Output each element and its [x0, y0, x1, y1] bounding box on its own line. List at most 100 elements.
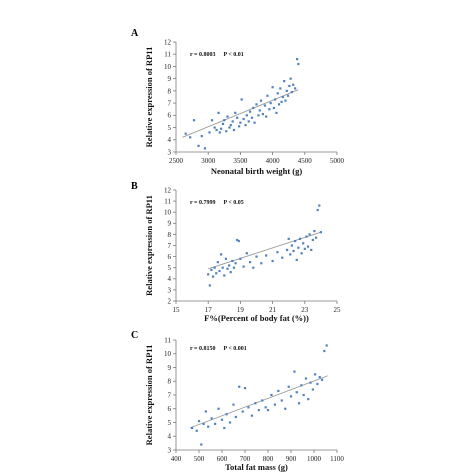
data-point: [295, 258, 298, 262]
data-point: [242, 117, 245, 121]
data-point: [297, 62, 300, 66]
data-point: [242, 265, 245, 268]
data-point: [284, 407, 287, 410]
x-tick-label: 600: [217, 455, 228, 463]
data-point: [270, 393, 273, 397]
data-point: [225, 130, 228, 133]
y-tick-label: 8: [168, 231, 172, 239]
data-point: [300, 384, 303, 387]
data-point: [254, 402, 257, 405]
data-point: [266, 94, 269, 97]
y-tick-label: 4: [168, 136, 172, 144]
y-axis-title: Relative expression of RP11: [144, 345, 154, 446]
data-point: [234, 111, 237, 114]
y-axis-title: Relative expression of RP11: [144, 195, 154, 296]
y-tick-label: 4: [168, 433, 172, 441]
data-point: [295, 391, 298, 394]
x-tick-label: 23: [301, 306, 309, 314]
data-point: [200, 443, 203, 446]
y-tick-label: 5: [168, 419, 172, 427]
data-point: [229, 124, 232, 127]
data-point: [271, 259, 274, 263]
data-point: [288, 84, 291, 88]
data-point: [214, 422, 217, 425]
x-tick-label: 2500: [169, 157, 184, 165]
data-point: [213, 266, 216, 269]
y-tick-label: 5: [168, 264, 172, 272]
trend-line: [182, 89, 299, 138]
x-axis-title: Neonatal birth weight (g): [211, 166, 303, 176]
data-point: [223, 426, 226, 430]
data-point: [308, 233, 311, 236]
data-point: [207, 273, 210, 276]
data-point: [303, 247, 306, 250]
data-point: [232, 266, 236, 269]
data-point: [237, 239, 240, 243]
data-point: [277, 103, 281, 106]
data-point: [260, 262, 263, 265]
data-point: [257, 409, 260, 412]
panel-letter: C: [131, 330, 138, 341]
y-tick-label: 10: [164, 209, 172, 217]
data-point: [314, 236, 318, 239]
data-point: [264, 406, 267, 409]
data-point: [197, 144, 200, 147]
data-point: [192, 119, 196, 122]
y-tick-label: 9: [168, 75, 172, 83]
chart-panel-c: C 3 4 5 6 7 8 9 10 11 400 500 600 700 800 900 1000 1100 To…: [131, 330, 344, 472]
y-tick-label: 7: [168, 242, 172, 250]
data-point: [191, 426, 194, 430]
x-tick-label: 4000: [266, 157, 281, 165]
data-point: [263, 104, 266, 107]
trend-line: [189, 375, 328, 429]
r-value: r = 0.7999: [190, 200, 215, 206]
data-point: [241, 410, 244, 413]
y-tick-label: 11: [164, 51, 171, 59]
data-point: [273, 403, 276, 406]
data-point: [225, 413, 228, 416]
data-point: [272, 106, 275, 110]
data-point: [221, 266, 224, 269]
data-point: [269, 102, 272, 105]
data-point: [210, 119, 214, 122]
data-point: [302, 393, 305, 397]
data-point: [219, 253, 223, 256]
data-point: [204, 410, 207, 413]
data-point: [310, 248, 313, 252]
x-tick-label: 4500: [298, 157, 313, 165]
data-point: [302, 242, 305, 245]
data-point: [265, 254, 268, 257]
data-point: [213, 126, 216, 129]
y-tick-label: 8: [168, 87, 172, 95]
data-point: [253, 121, 256, 124]
data-point: [276, 92, 279, 95]
data-point: [293, 370, 296, 373]
data-point: [255, 255, 258, 258]
data-point: [285, 89, 288, 92]
data-point: [234, 262, 237, 265]
data-point: [316, 382, 319, 386]
x-tick-label: 900: [286, 455, 297, 463]
correlation-annotation: r = 0.8150 P < 0.001: [190, 346, 247, 352]
r-value: r = 0.8003: [190, 52, 215, 58]
data-point: [189, 136, 192, 139]
panel-letter: A: [131, 28, 139, 39]
x-tick-label: 21: [269, 306, 277, 314]
data-point: [238, 125, 241, 128]
data-point: [266, 409, 270, 412]
data-point: [232, 128, 236, 132]
data-point: [275, 111, 278, 114]
data-point: [287, 385, 290, 388]
data-point: [285, 248, 289, 252]
data-point: [265, 115, 268, 118]
data-point: [284, 99, 287, 102]
data-point: [313, 229, 316, 233]
p-value: P < 0.01: [223, 52, 243, 58]
y-tick-label: 10: [164, 350, 172, 358]
y-tick-label: 2: [168, 297, 172, 305]
data-point: [252, 266, 255, 269]
x-tick-label: 15: [173, 306, 181, 314]
data-point: [318, 376, 321, 379]
